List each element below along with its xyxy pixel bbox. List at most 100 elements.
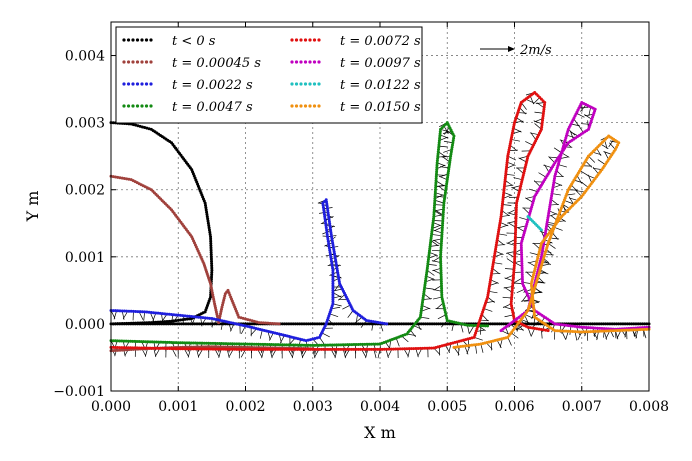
series-point <box>183 314 187 318</box>
series-point <box>450 143 454 147</box>
x-axis-label: X m <box>364 423 396 442</box>
velocity-vector <box>431 249 441 252</box>
series-point <box>412 347 416 351</box>
series-point <box>148 346 152 350</box>
series-point <box>367 322 371 326</box>
series-point <box>116 309 120 313</box>
series-point <box>328 248 332 252</box>
series-point <box>285 322 289 326</box>
series-point <box>133 339 137 343</box>
series-point <box>440 286 444 290</box>
series-point <box>315 322 319 326</box>
series-point <box>220 342 224 346</box>
series-point <box>365 347 369 351</box>
legend-marker <box>149 60 153 64</box>
legend-marker <box>126 60 131 64</box>
legend-marker <box>294 60 299 64</box>
velocity-vector <box>534 287 543 294</box>
series-point <box>306 338 310 342</box>
series-point <box>447 319 451 323</box>
series-point <box>266 321 270 325</box>
series-point <box>546 329 550 333</box>
series-point <box>217 342 221 346</box>
series-point <box>575 325 579 329</box>
series-point <box>441 322 445 326</box>
series-point <box>627 328 631 332</box>
series-point <box>162 322 166 326</box>
series-point <box>306 322 310 326</box>
series-point <box>136 310 140 314</box>
series-point <box>309 343 313 347</box>
series-point <box>356 347 360 351</box>
series-point <box>483 324 487 328</box>
series-point <box>277 322 281 326</box>
series-point <box>341 322 345 326</box>
legend-marker <box>294 104 299 108</box>
series-point <box>264 321 268 325</box>
series-point <box>149 322 153 326</box>
series-point <box>291 322 295 326</box>
series-point <box>348 322 352 326</box>
series-point <box>616 329 620 333</box>
series-point <box>215 347 219 351</box>
series-point <box>331 295 335 299</box>
series-point <box>348 343 352 347</box>
velocity-vector <box>516 226 525 232</box>
series-point <box>185 317 189 321</box>
series-point <box>452 134 456 138</box>
series-point <box>208 230 212 234</box>
series-point <box>428 322 432 326</box>
series-point <box>174 319 178 323</box>
series-point <box>514 217 518 221</box>
series-point <box>165 320 169 324</box>
series-point <box>403 347 407 351</box>
series-point <box>440 237 444 241</box>
series-point <box>300 343 304 347</box>
series-point <box>339 343 343 347</box>
velocity-vector <box>342 304 351 310</box>
series-point <box>331 268 335 272</box>
velocity-vector <box>240 349 246 358</box>
y-tick-label: 0.003 <box>65 116 105 132</box>
series-point <box>439 244 443 248</box>
series-point <box>541 116 545 120</box>
series-point <box>285 343 289 347</box>
series-point <box>445 319 449 323</box>
series-point <box>534 322 538 326</box>
velocity-scale-label: 2m/s <box>519 43 552 58</box>
velocity-vector <box>511 186 520 192</box>
scale-arrow-head <box>508 46 515 52</box>
velocity-vector <box>516 288 526 294</box>
series-point <box>365 342 369 346</box>
series-point <box>604 327 608 331</box>
series-point <box>298 347 302 351</box>
series-point <box>609 329 613 333</box>
series-point <box>276 347 280 351</box>
series-point <box>331 291 335 295</box>
series-point <box>335 347 339 351</box>
velocity-vector <box>643 329 647 339</box>
series-point <box>331 297 335 301</box>
series-point <box>432 322 436 326</box>
series-point <box>127 309 131 313</box>
velocity-vector <box>474 336 483 341</box>
series-point <box>311 343 315 347</box>
series-point <box>440 224 444 228</box>
legend-marker <box>299 60 303 64</box>
series-point <box>638 328 642 332</box>
series-point <box>326 347 330 351</box>
series-point <box>289 322 293 326</box>
series-point <box>124 339 128 343</box>
series-point <box>439 259 443 263</box>
velocity-vector <box>407 348 411 358</box>
velocity-vector <box>504 287 513 293</box>
series-point <box>319 347 323 351</box>
series-point <box>211 295 215 299</box>
velocity-vector <box>489 282 499 286</box>
series-point <box>205 316 209 320</box>
series-point <box>345 322 349 326</box>
series-point <box>283 347 287 351</box>
series-point <box>325 228 329 232</box>
y-tick-label: −0.001 <box>53 384 105 400</box>
series-point <box>122 346 126 350</box>
